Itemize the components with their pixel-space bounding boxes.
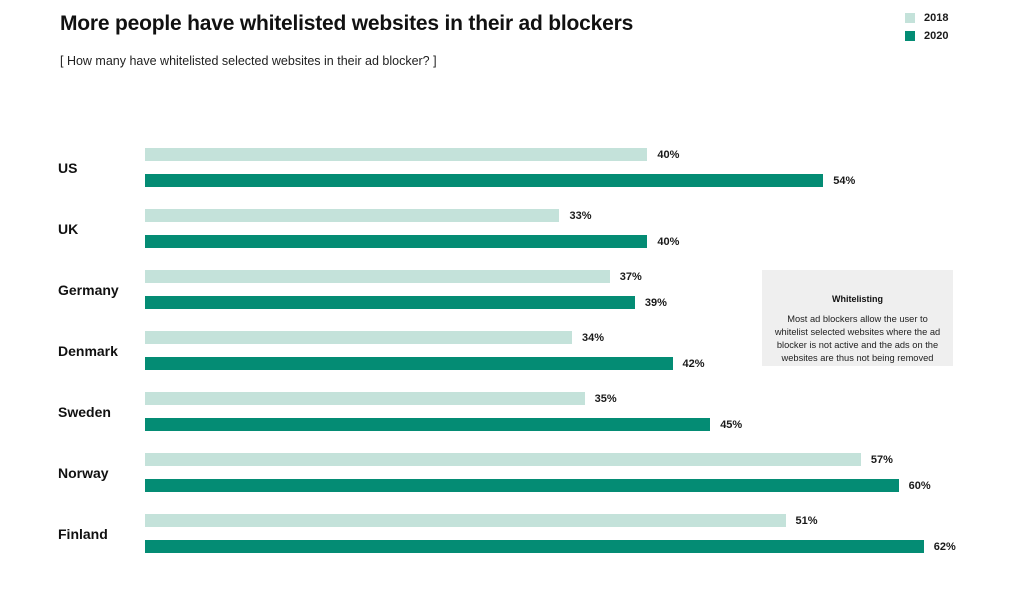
bar-2020-uk xyxy=(145,235,648,248)
country-group-uk: UK 33% 40% xyxy=(0,209,1024,248)
country-label: Finland xyxy=(58,525,108,542)
legend: 2018 2020 xyxy=(905,12,948,42)
bar-2020-finland xyxy=(145,540,924,553)
bar-pair: 57% 60% xyxy=(145,453,931,492)
bar-pair: 40% 54% xyxy=(145,148,855,187)
legend-swatch-2018 xyxy=(905,13,915,23)
bar-pair: 34% 42% xyxy=(145,331,705,370)
bar-2020-sweden xyxy=(145,418,711,431)
bar-value-label: 40% xyxy=(657,235,680,248)
country-group-denmark: Denmark 34% 42% xyxy=(0,331,1024,370)
bar-value-label: 39% xyxy=(644,296,667,309)
bar-row-2020: 62% xyxy=(145,540,956,553)
bar-row-2018: 33% xyxy=(145,209,679,222)
bar-2018-us xyxy=(145,148,648,161)
bar-2018-uk xyxy=(145,209,560,222)
country-group-sweden: Sweden 35% 45% xyxy=(0,392,1024,431)
bar-2018-norway xyxy=(145,453,861,466)
bar-pair: 35% 45% xyxy=(145,392,742,431)
country-label: US xyxy=(58,159,78,176)
bar-value-label: 40% xyxy=(657,148,680,161)
bar-2018-denmark xyxy=(145,331,573,344)
bar-value-label: 45% xyxy=(720,418,743,431)
bar-row-2018: 37% xyxy=(145,270,667,283)
bar-pair: 51% 62% xyxy=(145,514,956,553)
bar-row-2020: 60% xyxy=(145,479,931,492)
legend-swatch-2020 xyxy=(905,31,915,41)
country-group-us: US 40% 54% xyxy=(0,148,1024,187)
bar-value-label: 51% xyxy=(795,514,818,527)
chart-subtitle: [ How many have whitelisted selected web… xyxy=(60,54,437,68)
country-group-finland: Finland 51% 62% xyxy=(0,514,1024,553)
legend-item-2018: 2018 xyxy=(905,12,948,24)
bar-row-2020: 39% xyxy=(145,296,667,309)
bar-value-label: 33% xyxy=(569,209,592,222)
bar-row-2018: 40% xyxy=(145,148,855,161)
annotation-box: Whitelisting Most ad blockers allow the … xyxy=(762,270,953,366)
bar-row-2020: 40% xyxy=(145,235,679,248)
bar-2018-sweden xyxy=(145,392,585,405)
country-label: Germany xyxy=(58,281,119,298)
bar-row-2018: 57% xyxy=(145,453,931,466)
bar-row-2020: 42% xyxy=(145,357,705,370)
bar-value-label: 57% xyxy=(870,453,893,466)
legend-label-2018: 2018 xyxy=(924,12,949,24)
bar-value-label: 60% xyxy=(908,479,931,492)
bar-2020-germany xyxy=(145,296,635,309)
bar-2020-norway xyxy=(145,479,899,492)
bar-row-2018: 51% xyxy=(145,514,956,527)
country-label: Denmark xyxy=(58,342,118,359)
bar-pair: 33% 40% xyxy=(145,209,679,248)
bar-2018-finland xyxy=(145,514,786,527)
annotation-body: Most ad blockers allow the user to white… xyxy=(774,314,941,364)
bar-2018-germany xyxy=(145,270,610,283)
country-label: Norway xyxy=(58,464,109,481)
legend-label-2020: 2020 xyxy=(924,30,949,42)
bar-row-2018: 34% xyxy=(145,331,705,344)
country-group-norway: Norway 57% 60% xyxy=(0,453,1024,492)
chart-title: More people have whitelisted websites in… xyxy=(60,12,634,35)
bar-2020-us xyxy=(145,174,824,187)
bar-value-label: 34% xyxy=(582,331,605,344)
country-label: UK xyxy=(58,220,79,237)
bar-value-label: 42% xyxy=(682,357,705,370)
country-group-germany: Germany 37% 39% xyxy=(0,270,1024,309)
country-label: Sweden xyxy=(58,403,111,420)
bar-row-2020: 54% xyxy=(145,174,855,187)
bar-row-2018: 35% xyxy=(145,392,742,405)
bar-value-label: 54% xyxy=(833,174,856,187)
bar-value-label: 37% xyxy=(619,270,642,283)
bar-value-label: 62% xyxy=(933,540,956,553)
bar-value-label: 35% xyxy=(594,392,617,405)
legend-item-2020: 2020 xyxy=(905,30,948,42)
bar-2020-denmark xyxy=(145,357,673,370)
bar-chart: US 40% 54% UK 33% 40% Germany 37% 39% Denmark 34% 4… xyxy=(0,148,1024,575)
bar-row-2020: 45% xyxy=(145,418,742,431)
bar-pair: 37% 39% xyxy=(145,270,667,309)
annotation-title: Whitelisting xyxy=(832,294,883,304)
